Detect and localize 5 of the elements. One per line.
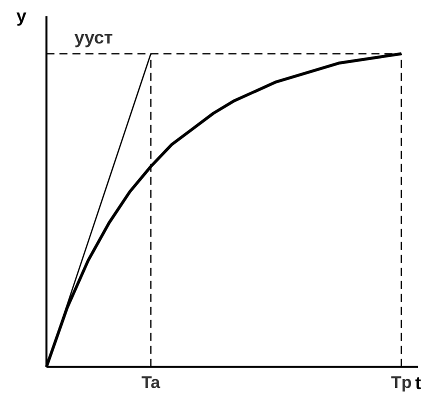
x-axis-title: t (415, 372, 422, 393)
series-label: yуст (74, 28, 114, 48)
x-tick-label: Ta (142, 372, 161, 392)
y-axis-title: y (16, 6, 26, 26)
x-tick-label: Tp (390, 372, 412, 392)
